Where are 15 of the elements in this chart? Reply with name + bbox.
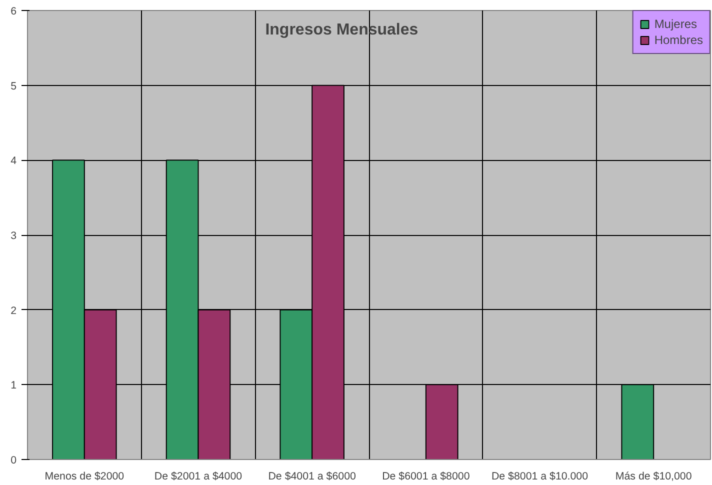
y-tick-label: 6 (10, 6, 17, 18)
x-tick-label: Menos de $2000 (44, 470, 124, 482)
y-tick-label: 3 (10, 230, 17, 242)
x-tick-label: De $2001 a $4000 (154, 470, 242, 482)
legend-label: Hombres (654, 33, 703, 47)
y-tick-label: 0 (10, 454, 17, 466)
x-tick-label: De $4001 a $6000 (268, 470, 356, 482)
x-tick-label: De $6001 a $8000 (382, 470, 470, 482)
y-tick-label: 1 (10, 380, 17, 392)
legend-label: Mujeres (654, 17, 697, 31)
y-tick-label: 2 (10, 304, 17, 317)
y-tick-label: 5 (10, 80, 17, 92)
x-tick-label: Más de $10,000 (615, 470, 692, 482)
x-tick-label: De $8001 a $10.000 (491, 470, 588, 482)
y-tick-label: 4 (10, 155, 17, 168)
